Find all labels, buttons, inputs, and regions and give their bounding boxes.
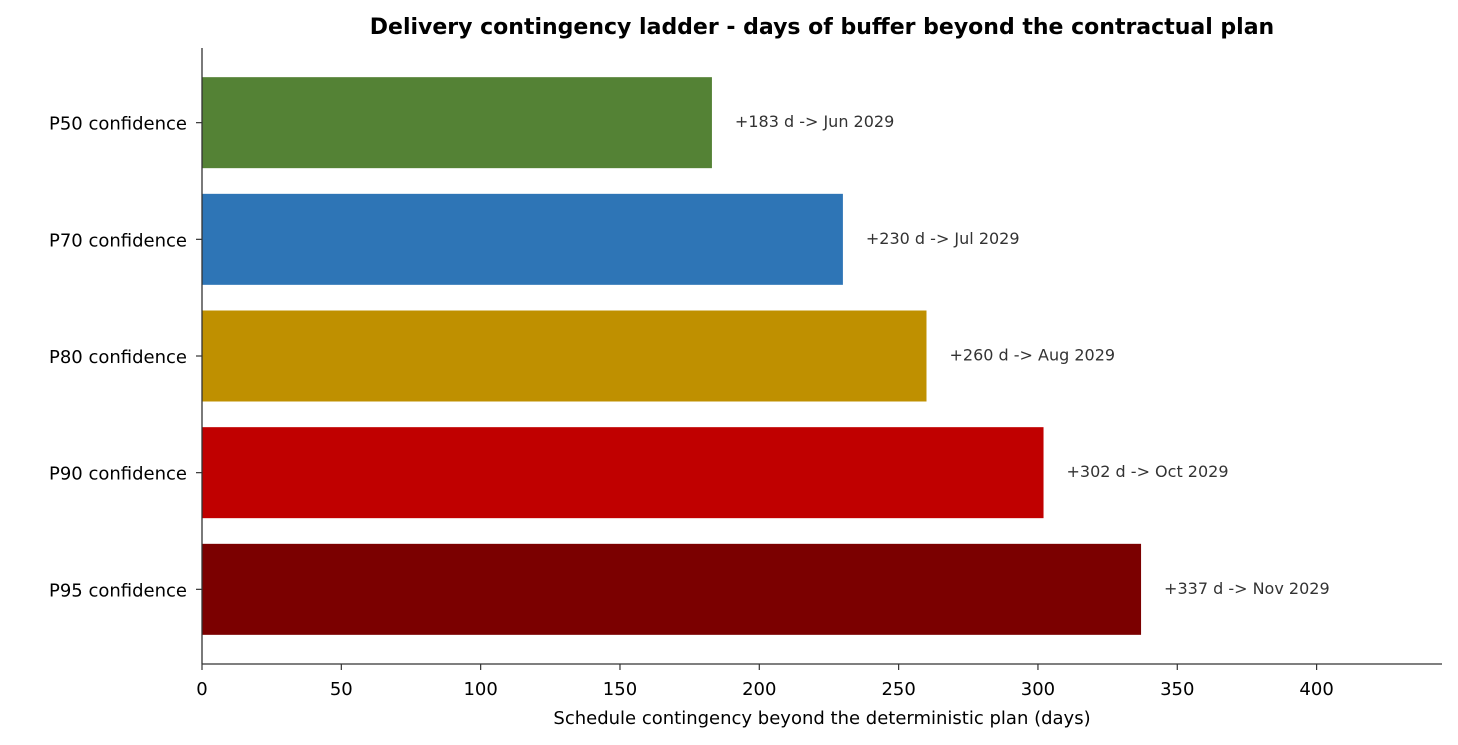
x-tick-label: 250 [881, 679, 915, 700]
x-tick-label: 400 [1299, 679, 1333, 700]
x-tick-label: 50 [330, 679, 353, 700]
y-tick-label: P50 confidence [49, 114, 187, 135]
x-tick-label: 300 [1021, 679, 1055, 700]
x-axis-label: Schedule contingency beyond the determin… [553, 708, 1090, 729]
bar [202, 427, 1044, 519]
bar [202, 543, 1142, 635]
value-label: +302 d -> Oct 2029 [1067, 462, 1229, 481]
bar [202, 193, 843, 285]
x-tick-label: 350 [1160, 679, 1194, 700]
value-label: +260 d -> Aug 2029 [949, 346, 1115, 365]
x-tick-label: 150 [603, 679, 637, 700]
y-tick-label: P90 confidence [49, 464, 187, 485]
x-tick-label: 0 [196, 679, 207, 700]
bar [202, 310, 927, 402]
y-tick-label: P95 confidence [49, 580, 187, 601]
value-label: +183 d -> Jun 2029 [735, 112, 894, 131]
y-tick-label: P80 confidence [49, 347, 187, 368]
y-tick-label: P70 confidence [49, 230, 187, 251]
value-label: +230 d -> Jul 2029 [866, 229, 1020, 248]
x-tick-label: 100 [463, 679, 497, 700]
value-label: +337 d -> Nov 2029 [1164, 579, 1330, 598]
bar [202, 77, 712, 169]
chart-title: Delivery contingency ladder - days of bu… [370, 15, 1274, 40]
x-tick-label: 200 [742, 679, 776, 700]
